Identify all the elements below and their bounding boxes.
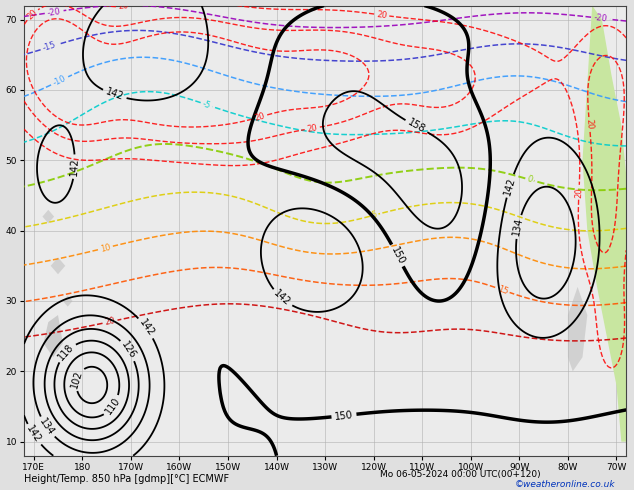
Text: -20: -20 — [47, 6, 61, 18]
Text: 20: 20 — [585, 119, 594, 130]
Text: 142: 142 — [69, 157, 80, 176]
Text: 5: 5 — [370, 210, 378, 220]
Text: 110: 110 — [103, 395, 122, 416]
Polygon shape — [51, 257, 65, 274]
Text: Mo 06-05-2024 00:00 UTC(00+120): Mo 06-05-2024 00:00 UTC(00+120) — [380, 470, 541, 479]
Text: 158: 158 — [406, 117, 427, 135]
Polygon shape — [63, 295, 72, 307]
Polygon shape — [43, 315, 63, 357]
Text: 20: 20 — [254, 111, 266, 122]
Text: 142: 142 — [137, 318, 156, 339]
X-axis label: Height/Temp. 850 hPa [gdmp][°C] ECMWF: Height/Temp. 850 hPa [gdmp][°C] ECMWF — [24, 474, 229, 485]
Text: 20: 20 — [306, 123, 318, 134]
Polygon shape — [568, 287, 587, 371]
Text: 20: 20 — [118, 1, 129, 11]
Text: 20: 20 — [25, 8, 39, 22]
Text: 142: 142 — [104, 87, 125, 102]
Text: 134: 134 — [37, 416, 56, 438]
Text: -5: -5 — [201, 99, 212, 110]
Text: 126: 126 — [119, 340, 138, 361]
Text: 15: 15 — [496, 284, 509, 296]
Text: 20: 20 — [104, 316, 116, 327]
Text: 20: 20 — [574, 187, 584, 197]
Text: 20: 20 — [376, 10, 387, 20]
Text: -20: -20 — [593, 13, 608, 24]
Text: 150: 150 — [389, 245, 406, 266]
Text: 118: 118 — [56, 342, 76, 363]
Text: 134: 134 — [512, 217, 525, 237]
Text: 102: 102 — [70, 368, 85, 389]
Text: 142: 142 — [503, 175, 517, 196]
Text: 150: 150 — [334, 410, 354, 421]
Text: 142: 142 — [272, 289, 292, 308]
Text: -10: -10 — [51, 74, 68, 88]
Text: ©weatheronline.co.uk: ©weatheronline.co.uk — [514, 480, 615, 489]
Text: 0: 0 — [526, 174, 533, 185]
Polygon shape — [583, 5, 626, 441]
Text: 10: 10 — [99, 243, 112, 254]
Text: -15: -15 — [42, 41, 58, 53]
Text: 142: 142 — [25, 424, 43, 445]
Polygon shape — [42, 210, 54, 223]
